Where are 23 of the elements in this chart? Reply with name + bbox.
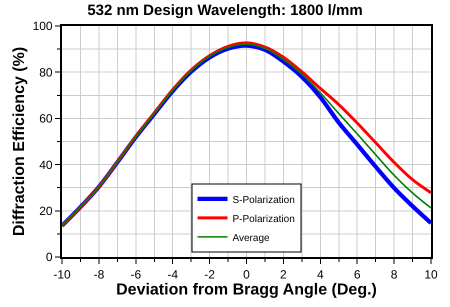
x-tick-label: -4 xyxy=(167,267,178,282)
x-tick-label: -2 xyxy=(204,267,216,282)
y-tick-label: 20 xyxy=(39,204,53,218)
y-tick-label: 80 xyxy=(39,65,53,80)
y-tick-label: 60 xyxy=(39,112,53,126)
y-tick-label: 0 xyxy=(46,250,53,264)
x-tick-label: 6 xyxy=(354,267,361,282)
x-tick-label: -6 xyxy=(130,267,142,282)
y-axis-title: Diffraction Efficiency (%) xyxy=(10,46,28,236)
x-tick-label: 4 xyxy=(316,267,324,282)
y-tick-label: 100 xyxy=(32,19,53,34)
y-tick-label: 40 xyxy=(39,158,53,172)
chart-title: 532 nm Design Wavelength: 1800 l/mm xyxy=(87,2,363,20)
x-tick-label: 2 xyxy=(280,267,288,282)
legend-label: S-Polarization xyxy=(232,194,295,206)
x-tick-label: -8 xyxy=(94,267,105,282)
x-tick-label: -10 xyxy=(53,267,71,282)
x-tick-label: 8 xyxy=(390,267,398,282)
x-tick-label: 0 xyxy=(243,267,250,282)
legend-label: Average xyxy=(232,232,270,244)
x-tick-label: 10 xyxy=(424,267,438,282)
legend-label: P-Polarization xyxy=(232,214,295,225)
x-axis-title: Deviation from Bragg Angle (Deg.) xyxy=(116,281,377,298)
